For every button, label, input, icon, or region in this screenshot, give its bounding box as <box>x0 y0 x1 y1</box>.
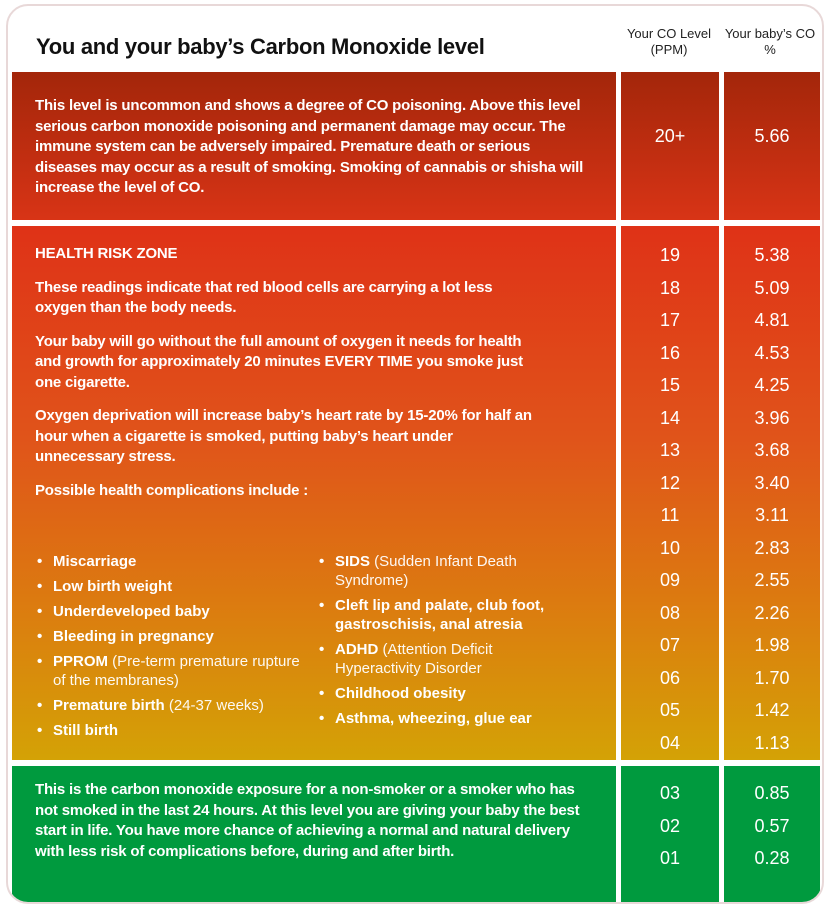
pct-value: 4.53 <box>754 342 790 363</box>
complication-item: Low birth weight <box>35 577 305 596</box>
ppm-value: 12 <box>659 472 681 493</box>
ppm-value: 13 <box>659 440 681 460</box>
ppm-value: 07 <box>659 635 681 655</box>
complication-name: Cleft lip and palate, club foot, gastros… <box>335 597 545 633</box>
pct-value: 1.13 <box>754 732 790 753</box>
ppm-value: 01 <box>659 848 681 868</box>
ppm-value: 02 <box>659 815 681 836</box>
risk-ppm-column: 19 18 17 16 15 14 13 12 11 10 09 08 07 06 05 04 <box>621 226 719 760</box>
danger-description: This level is uncommon and shows a degre… <box>35 97 584 196</box>
complication-name: ADHD <box>335 641 379 658</box>
pct-value: 5.09 <box>754 277 790 298</box>
complication-note: (Sudden Infant Death Syndrome) <box>335 553 517 589</box>
complication-name: Low birth weight <box>53 578 173 595</box>
ppm-value: 17 <box>659 310 681 330</box>
complication-name: Still birth <box>53 722 118 739</box>
ppm-value: 09 <box>659 570 681 590</box>
ppm-value: 20+ <box>654 126 686 146</box>
ppm-value: 14 <box>659 407 681 428</box>
pct-value: 0.85 <box>754 783 790 803</box>
ppm-value: 16 <box>659 342 681 363</box>
pct-value: 2.26 <box>754 602 790 623</box>
risk-paragraph-1: These readings indicate that red blood c… <box>35 278 493 317</box>
risk-pct-column: 5.38 5.09 4.81 4.53 4.25 3.96 3.68 3.40 3.11 2.83… <box>724 226 820 760</box>
ppm-value: 10 <box>659 537 681 558</box>
complication-name: Bleeding in pregnancy <box>53 628 214 645</box>
safe-ppm-column: 03 02 01 <box>621 766 719 902</box>
risk-paragraph-3: Oxygen deprivation will increase baby’s … <box>35 407 532 465</box>
complication-item: Still birth <box>35 721 305 740</box>
ppm-value: 03 <box>659 783 681 803</box>
danger-pct-cell: 5.66 <box>724 72 820 220</box>
complications-list-right: SIDS (Sudden Infant Death Syndrome) Cleft… <box>317 552 567 734</box>
pct-value: 4.81 <box>754 310 790 330</box>
header-co-level: Your CO Level (PPM) <box>626 26 712 57</box>
complication-item: Miscarriage <box>35 552 305 571</box>
complication-name: PPROM <box>53 653 109 670</box>
complication-item: PPROM (Pre-term premature rupture of the… <box>35 652 305 690</box>
complication-note: (Pre-term premature rupture of the membr… <box>53 653 300 689</box>
complication-note: (24-37 weeks) <box>164 697 264 714</box>
pct-value: 3.68 <box>754 440 790 460</box>
complication-item: Bleeding in pregnancy <box>35 627 305 646</box>
ppm-value: 06 <box>659 667 681 688</box>
risk-heading: HEALTH RISK ZONE <box>35 245 178 262</box>
complications-list-left: Miscarriage Low birth weight Underdevelope… <box>35 552 305 746</box>
complication-name: Childhood obesity <box>335 685 466 702</box>
complication-item: Underdeveloped baby <box>35 602 305 621</box>
complication-item: ADHD (Attention Deficit Hyperactivity Di… <box>317 640 567 678</box>
ppm-value: 08 <box>659 602 681 623</box>
pct-value: 1.70 <box>754 667 790 688</box>
co-level-chart: You and your baby’s Carbon Monoxide leve… <box>6 4 824 904</box>
risk-paragraph-2: Your baby will go without the full amoun… <box>35 332 523 391</box>
safe-description: This is the carbon monoxide exposure for… <box>35 781 580 860</box>
ppm-value: 19 <box>659 245 681 265</box>
complication-item: Asthma, wheezing, glue ear <box>317 709 567 728</box>
complication-name: SIDS <box>335 553 371 570</box>
ppm-value: 11 <box>660 505 680 525</box>
complication-name: Premature birth <box>53 697 165 714</box>
pct-value: 5.38 <box>754 245 790 265</box>
pct-value: 3.11 <box>755 505 789 525</box>
ppm-value: 05 <box>659 700 681 720</box>
pct-value: 4.25 <box>754 375 790 395</box>
complication-item: SIDS (Sudden Infant Death Syndrome) <box>317 552 567 590</box>
pct-value: 1.98 <box>754 635 790 655</box>
pct-value: 3.40 <box>754 472 790 493</box>
pct-value: 5.66 <box>754 126 790 146</box>
danger-zone-text-panel: This level is uncommon and shows a degre… <box>12 72 616 220</box>
pct-value: 0.57 <box>754 815 790 836</box>
complication-name: Underdeveloped baby <box>53 603 210 620</box>
header-baby-co: Your baby’s CO % <box>724 26 816 57</box>
complication-name: Miscarriage <box>53 553 137 570</box>
pct-value: 2.83 <box>754 537 790 558</box>
pct-value: 1.42 <box>754 700 790 720</box>
danger-ppm-cell: 20+ <box>621 72 719 220</box>
safe-pct-column: 0.85 0.57 0.28 <box>724 766 820 902</box>
complication-item: Cleft lip and palate, club foot, gastros… <box>317 596 567 634</box>
complication-item: Premature birth (24-37 weeks) <box>35 696 305 715</box>
health-risk-zone-panel: HEALTH RISK ZONE These readings indicate… <box>12 226 616 760</box>
safe-zone-panel: This is the carbon monoxide exposure for… <box>12 766 616 902</box>
complication-note: (Attention Deficit Hyperactivity Disorde… <box>335 641 493 677</box>
page-title: You and your baby’s Carbon Monoxide leve… <box>36 34 485 59</box>
pct-value: 0.28 <box>754 848 790 868</box>
pct-value: 3.96 <box>754 407 790 428</box>
pct-value: 2.55 <box>754 570 790 590</box>
complications-heading: Possible health complications include : <box>35 481 309 499</box>
complication-name: Asthma, wheezing, glue ear <box>335 710 532 727</box>
ppm-value: 15 <box>659 375 681 395</box>
ppm-value: 18 <box>659 277 681 298</box>
ppm-value: 04 <box>659 732 681 753</box>
complication-item: Childhood obesity <box>317 684 567 703</box>
